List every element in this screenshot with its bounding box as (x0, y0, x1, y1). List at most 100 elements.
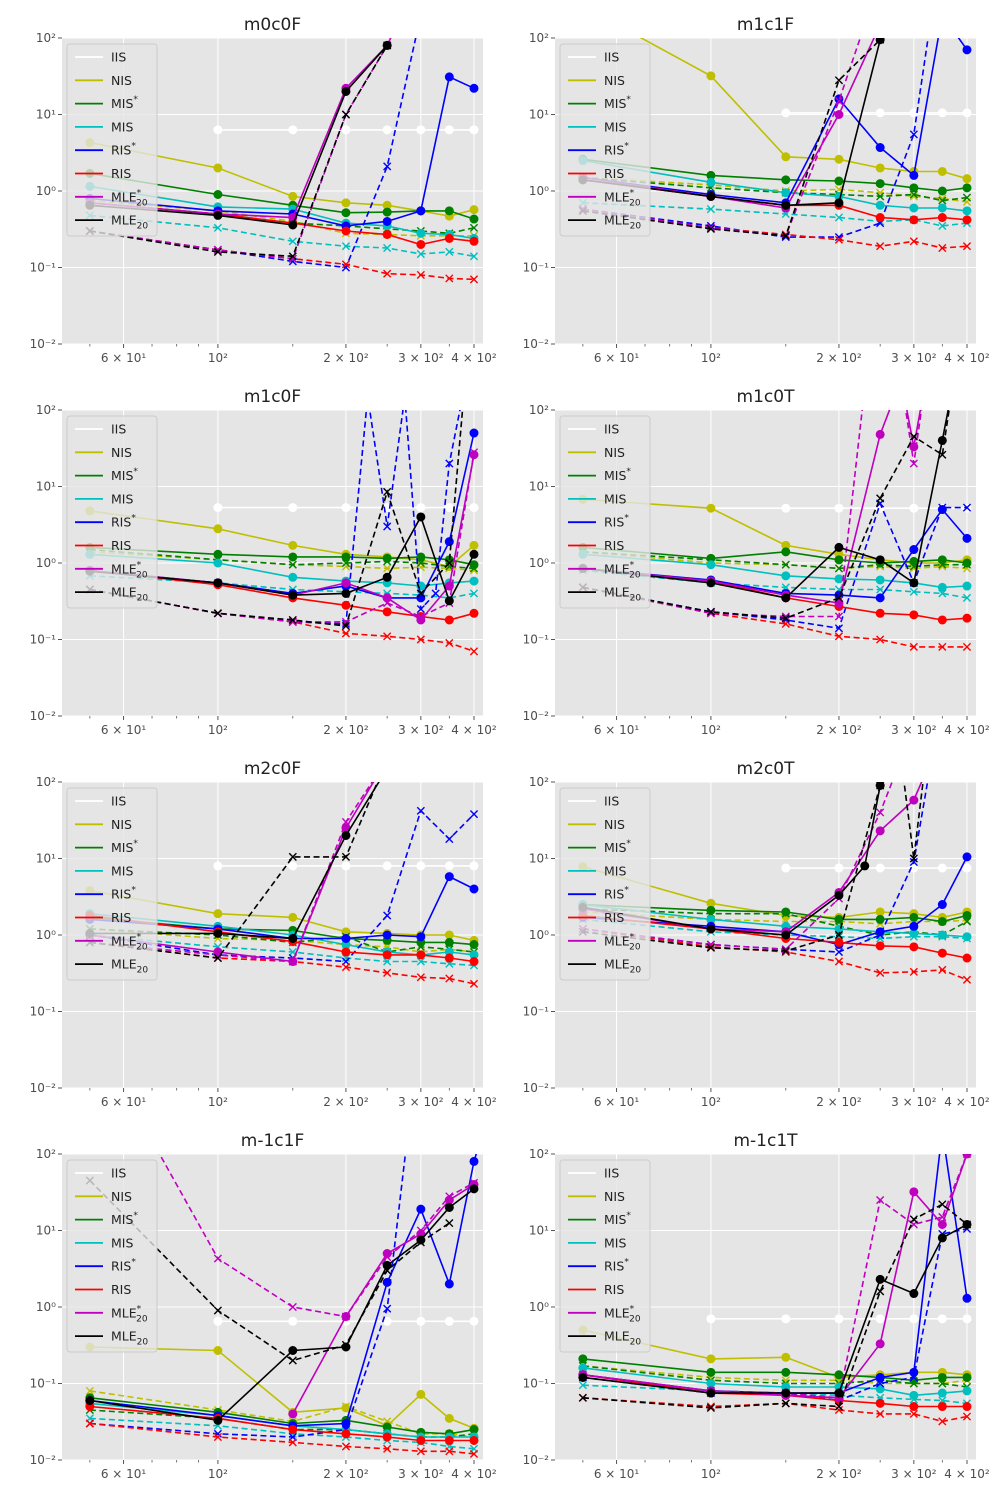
series-line-MLE-dashed (582, 782, 893, 951)
data-point (875, 863, 885, 873)
series-line-MISb-solid (582, 903, 968, 938)
x-tick-label: 2 × 10² (323, 723, 369, 737)
data-point (382, 230, 392, 240)
data-point-x (469, 1449, 479, 1459)
data-point (416, 1389, 426, 1399)
series-line-MIS-dashed (89, 202, 475, 235)
data-point-x (416, 1238, 425, 1247)
y-tick-label: 10⁰ (529, 556, 549, 570)
data-point-x (383, 162, 392, 171)
legend: IIS NIS MIS* MIS RIS* RIS MLE* 20 MLE20 (66, 43, 158, 237)
data-point-x (909, 967, 918, 976)
data-point-x (341, 562, 351, 571)
data-point-x (938, 1417, 947, 1426)
series-line-RISb-dashed (582, 1397, 968, 1423)
data-point (937, 166, 947, 176)
data-point (909, 863, 919, 873)
plot-area (85, 410, 479, 656)
series-line-MIS-dashed (89, 548, 475, 570)
y-tick-label: 10¹ (36, 108, 56, 122)
legend-label-MLE: MLE* 20 (111, 932, 148, 952)
legend-label-NIS: NIS (604, 817, 625, 832)
series-line-NIS-solid (89, 141, 475, 217)
data-point-x (469, 252, 479, 261)
series-line-MISb-solid (89, 185, 475, 240)
data-point (962, 613, 972, 623)
series-line-MIS-solid (582, 546, 968, 564)
series-line-RISb-dashed (582, 210, 968, 249)
data-point-x (416, 589, 425, 598)
data-point (341, 830, 351, 840)
series-line-MLEb-solid (89, 514, 475, 603)
legend-label-MLE: MLE* 20 (604, 932, 641, 952)
data-point (909, 170, 919, 180)
series-line-RISb-solid (89, 569, 475, 621)
data-point (213, 163, 223, 173)
data-point-x (341, 1442, 351, 1451)
data-point (781, 200, 791, 210)
series-line-MLEb-solid (582, 410, 949, 599)
series-line-MISb-solid (89, 553, 475, 587)
data-point-x (445, 558, 454, 568)
x-tick-label: 6 × 10¹ (101, 1467, 147, 1481)
data-point (469, 1156, 479, 1166)
subplot-title: m0c0F (244, 15, 301, 35)
x-tick-label: 3 × 10² (398, 351, 444, 365)
data-point (875, 826, 885, 836)
data-point-x (834, 612, 844, 621)
data-point-x (962, 242, 972, 251)
series-line-MLEb-dashed (582, 410, 950, 620)
data-point (288, 861, 298, 871)
data-point (706, 924, 716, 934)
legend-label-MLE: MLE* 20 (111, 188, 148, 208)
data-point (937, 1372, 947, 1382)
data-point (469, 884, 479, 894)
y-tick-label: 10⁻² (523, 709, 550, 723)
data-point (444, 1435, 454, 1445)
series-line-MISb-solid (89, 912, 475, 956)
data-point (875, 429, 885, 439)
series-line-MLEb-solid (582, 1223, 968, 1394)
data-point-x (85, 1419, 94, 1428)
y-tick-label: 10² (529, 403, 549, 417)
data-point-x (909, 1395, 918, 1404)
data-point (341, 86, 351, 96)
legend-label-MISb: MIS (604, 491, 626, 506)
legend-label-RISb: RIS (604, 538, 624, 553)
data-point (469, 1435, 479, 1445)
data-point (444, 1279, 454, 1289)
data-point (469, 1316, 479, 1326)
data-point-x (445, 974, 454, 983)
data-point-x (288, 560, 297, 569)
data-point (962, 533, 972, 543)
series-line-NIS-solid (639, 38, 968, 180)
data-point-x (962, 917, 972, 926)
series-line-RISb-dashed (582, 928, 968, 981)
data-point-x (876, 188, 885, 197)
data-point (444, 1316, 454, 1326)
plot-area (578, 782, 972, 984)
y-tick-label: 10⁻² (523, 1081, 550, 1095)
data-point (860, 861, 870, 871)
series-line-MIS-solid (582, 1358, 967, 1382)
data-point (341, 552, 351, 562)
legend-label-NIS: NIS (604, 445, 625, 460)
data-point-x (909, 1379, 918, 1388)
subplot-title: m2c0T (737, 759, 796, 779)
series-line-RIS-solid (89, 75, 475, 227)
data-point-x (781, 945, 790, 954)
data-point-x (383, 522, 392, 531)
data-point-x (416, 973, 425, 982)
data-point-x (469, 275, 479, 284)
data-point-x (876, 494, 885, 503)
data-point (444, 930, 454, 940)
data-point (937, 1402, 947, 1412)
data-point-x (834, 930, 844, 940)
data-point-x (341, 963, 351, 972)
data-point-x (834, 593, 844, 602)
subplot-m-1c1F: 6 × 10¹ 10² 2 × 10² 3 × 10² 4 × 10² 10⁻² 10⁻¹ 1… (30, 1131, 497, 1481)
data-point-x (876, 968, 885, 977)
data-point-x (288, 252, 297, 261)
y-tick-label: 10⁻² (30, 1453, 57, 1467)
data-point (781, 930, 791, 940)
